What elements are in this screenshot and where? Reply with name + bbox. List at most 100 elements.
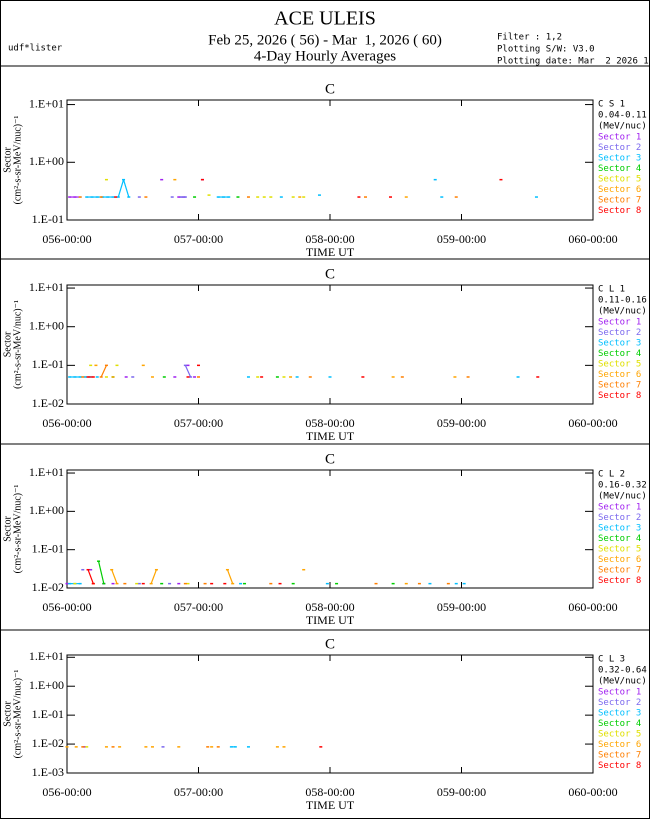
y-tick-label: 1.E+01 xyxy=(29,280,64,294)
legend-entry: Sector 6 xyxy=(598,740,641,750)
legend-entry: Sector 6 xyxy=(598,555,641,565)
series-connector xyxy=(150,569,157,584)
legend-entry: Sector 3 xyxy=(598,524,641,534)
series-connector xyxy=(117,179,125,198)
legend-entry: Sector 6 xyxy=(598,370,641,380)
x-tick-label: 059-00:00 xyxy=(437,785,486,799)
energy-unit: (MeV/nuc) xyxy=(598,307,647,317)
y-tick-label: 1.E-01 xyxy=(32,541,64,555)
series-connector xyxy=(122,179,130,198)
legend-entry: Sector 4 xyxy=(598,349,641,359)
x-tick-label: 056-00:00 xyxy=(42,600,91,614)
y-tick-label: 1.E+00 xyxy=(29,154,64,168)
y-axis-label: (cm²-s-sr-MeV/nuc)⁻¹ xyxy=(12,485,23,574)
legend-entry: Sector 7 xyxy=(598,751,641,761)
plot-date: Plotting date: Mar 2 2026 10:32 xyxy=(497,57,650,67)
x-tick-label: 060-00:00 xyxy=(568,232,617,246)
energy-range: 0.16-0.32 xyxy=(598,481,647,491)
x-axis-label: TIME UT xyxy=(306,613,355,627)
series-connector xyxy=(97,561,105,584)
legend-entry: Sector 8 xyxy=(598,206,641,216)
series-connector xyxy=(226,569,234,584)
x-tick-label: 056-00:00 xyxy=(42,416,91,430)
legend-entry: Sector 5 xyxy=(598,545,641,555)
y-axis-label: Sector xyxy=(2,516,13,542)
x-tick-label: 060-00:00 xyxy=(568,416,617,430)
series-connector xyxy=(184,365,192,378)
software: Plotting S/W: V3.0 xyxy=(497,45,595,55)
legend-entry: Sector 7 xyxy=(598,196,641,206)
chart-title: C xyxy=(325,451,335,467)
legend-entry: Sector 3 xyxy=(598,154,641,164)
x-axis-label: TIME UT xyxy=(306,429,355,443)
energy-range: 0.11-0.16 xyxy=(598,296,647,306)
legend-entry: Sector 1 xyxy=(598,688,641,698)
x-tick-label: 057-00:00 xyxy=(174,600,223,614)
legend-entry: Sector 1 xyxy=(598,503,641,513)
energy-range: 0.04-0.11 xyxy=(598,111,647,121)
x-tick-label: 056-00:00 xyxy=(42,785,91,799)
energy-unit: (MeV/nuc) xyxy=(598,492,647,502)
legend-entry: Sector 3 xyxy=(598,709,641,719)
y-axis-label: Sector xyxy=(2,701,13,727)
y-axis-label: Sector xyxy=(2,331,13,357)
series-connector xyxy=(111,569,118,584)
legend-entry: Sector 5 xyxy=(598,175,641,185)
y-tick-label: 1.E-02 xyxy=(32,396,64,410)
x-tick-label: 057-00:00 xyxy=(174,785,223,799)
x-tick-label: 058-00:00 xyxy=(305,232,354,246)
y-tick-label: 1.E-01 xyxy=(32,212,64,226)
x-tick-label: 060-00:00 xyxy=(568,785,617,799)
energy-unit: (MeV/nuc) xyxy=(598,677,647,687)
y-tick-label: 1.E-02 xyxy=(32,736,64,750)
legend-entry: Sector 8 xyxy=(598,576,641,586)
y-axis-label: Sector xyxy=(2,147,13,173)
legend-entry: Sector 4 xyxy=(598,164,641,174)
filter: Filter : 1,2 xyxy=(497,33,562,43)
y-tick-label: 1.E-03 xyxy=(32,765,64,779)
energy-range: 0.32-0.64 xyxy=(598,666,647,676)
legend-entry: Sector 4 xyxy=(598,719,641,729)
x-axis-label: TIME UT xyxy=(306,245,355,259)
legend-entry: Sector 8 xyxy=(598,761,641,771)
legend-entry: Sector 3 xyxy=(598,339,641,349)
y-axis-label: (cm²-s-sr-MeV/nuc)⁻¹ xyxy=(12,116,23,205)
x-tick-label: 058-00:00 xyxy=(305,600,354,614)
x-tick-label: 060-00:00 xyxy=(568,600,617,614)
y-tick-label: 1.E+00 xyxy=(29,678,64,692)
x-tick-label: 059-00:00 xyxy=(437,416,486,430)
legend-title: C L 3 xyxy=(598,655,625,665)
legend-entry: Sector 2 xyxy=(598,698,641,708)
legend-entry: Sector 7 xyxy=(598,381,641,391)
chart-title: C xyxy=(325,636,335,652)
user: udf*lister xyxy=(8,44,63,54)
y-tick-label: 1.E+01 xyxy=(29,465,64,479)
legend-title: C L 1 xyxy=(598,285,625,295)
y-tick-label: 1.E+01 xyxy=(29,96,64,110)
y-tick-label: 1.E+01 xyxy=(29,649,64,663)
y-axis-label: (cm²-s-sr-MeV/nuc)⁻¹ xyxy=(12,300,23,389)
page-title: ACE ULEIS xyxy=(274,8,376,30)
x-tick-label: 057-00:00 xyxy=(174,416,223,430)
legend-entry: Sector 5 xyxy=(598,730,641,740)
x-tick-label: 058-00:00 xyxy=(305,785,354,799)
x-axis-label: TIME UT xyxy=(306,798,355,812)
legend-entry: Sector 5 xyxy=(598,360,641,370)
energy-unit: (MeV/nuc) xyxy=(598,122,647,132)
series-connector xyxy=(100,365,107,378)
date-range: Feb 25, 2026 ( 56) - Mar 1, 2026 ( 60) xyxy=(208,32,442,48)
series-connector xyxy=(87,569,94,584)
legend-entry: Sector 6 xyxy=(598,185,641,195)
y-tick-label: 1.E-02 xyxy=(32,580,64,594)
y-tick-label: 1.E-01 xyxy=(32,707,64,721)
y-axis-label: (cm²-s-sr-MeV/nuc)⁻¹ xyxy=(12,670,23,759)
x-tick-label: 057-00:00 xyxy=(174,232,223,246)
y-tick-label: 1.E-01 xyxy=(32,357,64,371)
legend-entry: Sector 2 xyxy=(598,328,641,338)
x-tick-label: 059-00:00 xyxy=(437,600,486,614)
legend-entry: Sector 4 xyxy=(598,534,641,544)
subtitle: 4-Day Hourly Averages xyxy=(254,48,396,64)
legend-entry: Sector 2 xyxy=(598,513,641,523)
